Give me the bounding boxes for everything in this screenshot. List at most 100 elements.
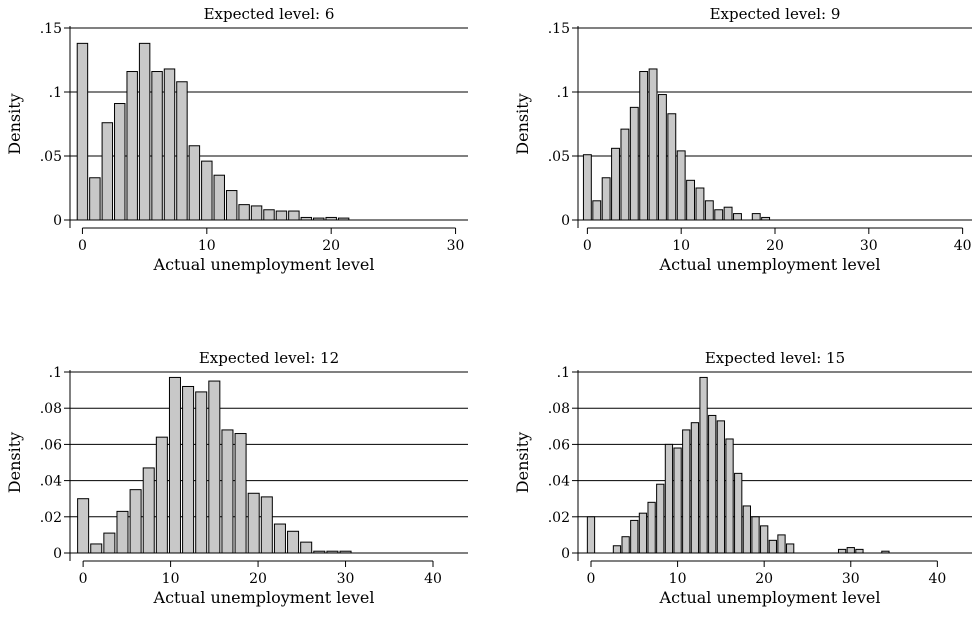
histogram-bar [620, 128, 630, 221]
histogram-bar [723, 206, 733, 221]
histogram-bar [155, 436, 168, 554]
histogram-bar [760, 525, 769, 554]
histogram-bar [686, 179, 696, 221]
histogram-bar [630, 519, 639, 554]
histogram-bar [708, 414, 717, 554]
x-axis-label: Actual unemployment level [659, 255, 881, 274]
histogram-bar [664, 443, 674, 554]
x-axis-label: Actual unemployment level [153, 588, 375, 607]
histogram-bar [751, 516, 760, 554]
histogram-bar [648, 68, 658, 221]
histogram-bar [768, 539, 777, 554]
histogram-bar [629, 106, 639, 221]
histogram-bar [76, 42, 89, 221]
histogram-bar [667, 113, 677, 221]
histogram-bar [337, 217, 350, 221]
y-tick-label: .06 [40, 437, 62, 453]
x-tick-label: 20 [755, 571, 773, 587]
x-tick-label: 10 [669, 571, 687, 587]
x-tick-label: 10 [162, 571, 180, 587]
histogram-bar [656, 483, 665, 554]
histogram-bar [695, 187, 705, 221]
y-tick-label: .15 [40, 21, 62, 37]
histogram-bar [612, 545, 622, 554]
x-tick-label: 40 [954, 238, 972, 254]
chart-panel-4: Expected level: 15 0 .02 .04 .06 .08 .1 Density… [513, 349, 972, 607]
histogram-bar [300, 541, 313, 554]
histogram-bar [142, 467, 155, 554]
histogram-bar [103, 532, 116, 554]
histogram-bar [638, 512, 648, 554]
y-tick-label: .1 [557, 365, 570, 381]
x-tick-label: 30 [447, 238, 465, 254]
y-tick-label: .1 [49, 85, 62, 101]
histogram-bar [326, 550, 339, 554]
y-tick-label: .15 [548, 21, 570, 37]
histogram-bar [90, 543, 103, 554]
x-tick-label: 10 [672, 238, 690, 254]
histogram-bar [690, 422, 700, 554]
histogram-bar [129, 489, 142, 554]
x-tick-label: 30 [842, 571, 860, 587]
chart-title: Expected level: 6 [204, 5, 335, 23]
y-tick-label: .08 [40, 401, 62, 417]
histogram-bar [657, 94, 667, 221]
x-axis-label: Actual unemployment level [153, 255, 375, 274]
histogram-bar [786, 543, 795, 554]
histogram-bar [714, 209, 724, 221]
x-tick-label: 40 [928, 571, 946, 587]
histogram-bar [601, 177, 611, 221]
histogram-bar [676, 150, 686, 221]
y-axis-label: Density [5, 432, 24, 493]
y-axis-label: Density [513, 93, 532, 154]
x-axis-label: Actual unemployment level [659, 588, 881, 607]
histogram-bar [250, 205, 263, 221]
histogram-bar [114, 103, 126, 221]
histogram-bar [325, 216, 337, 221]
histogram-bar [188, 145, 201, 221]
histogram-bar [288, 210, 300, 221]
x-tick-label: 0 [79, 571, 88, 587]
chart-panel-2: Expected level: 9 0 .05 .1 .15 Density 0 10 20 30… [513, 5, 972, 274]
x-tick-label: 0 [78, 238, 87, 254]
histogram-bar [777, 534, 786, 554]
y-tick-label: .08 [548, 401, 570, 417]
chart-panel-1: Expected level: 6 0 .05 .1 .15 Density 0 10 20 30… [5, 5, 468, 274]
histogram-bar [639, 71, 649, 221]
histogram-bar [208, 380, 221, 554]
y-tick-label: .1 [49, 365, 62, 381]
y-axis-label: Density [5, 93, 24, 154]
x-tick-label: 0 [587, 571, 596, 587]
histogram-bar [313, 217, 325, 221]
histogram-bar [77, 498, 90, 554]
x-tick-label: 20 [249, 571, 267, 587]
histogram-bar [339, 550, 352, 554]
chart-title: Expected level: 9 [710, 5, 841, 23]
chart-title: Expected level: 15 [705, 349, 845, 367]
x-tick-label: 0 [583, 238, 592, 254]
x-tick-label: 40 [424, 571, 442, 587]
y-tick-label: .04 [40, 474, 62, 490]
histogram-bar [855, 548, 864, 554]
histogram-bar [673, 447, 682, 554]
chart-title: Expected level: 12 [199, 349, 339, 367]
y-tick-label: 0 [561, 546, 570, 562]
histogram-bar [247, 492, 260, 554]
histogram-bar [168, 376, 181, 554]
histogram-bar [89, 177, 101, 221]
histogram-bar [682, 429, 691, 554]
histogram-bar [725, 438, 734, 554]
histogram-bar [138, 42, 151, 221]
histogram-bar [704, 200, 714, 221]
histogram-bar [846, 547, 855, 554]
histogram-bar [699, 376, 708, 554]
histogram-bar [742, 505, 751, 554]
histogram-bar [273, 523, 286, 554]
histogram-bar [621, 536, 630, 554]
histogram-bar [195, 391, 208, 554]
x-tick-label: 20 [322, 238, 340, 254]
histogram-bar [213, 174, 225, 221]
histogram-bar [234, 433, 247, 554]
histogram-bar [837, 548, 847, 554]
